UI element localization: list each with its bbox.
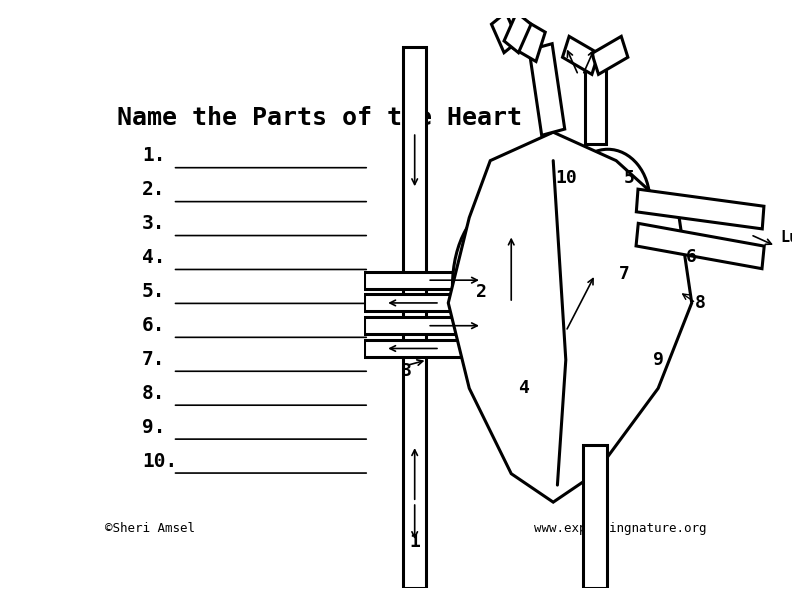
Polygon shape [529, 43, 565, 135]
Text: 5.: 5. [142, 282, 166, 301]
Polygon shape [364, 272, 499, 289]
Text: 9: 9 [653, 351, 664, 369]
Text: 7: 7 [619, 266, 630, 283]
Text: 3: 3 [401, 362, 412, 380]
Text: 5: 5 [623, 169, 634, 187]
Polygon shape [364, 294, 499, 312]
Polygon shape [636, 189, 764, 229]
Text: 1.: 1. [142, 146, 166, 165]
Polygon shape [507, 15, 545, 61]
Text: 7.: 7. [142, 350, 166, 369]
Text: 4.: 4. [142, 248, 166, 267]
Text: 8: 8 [695, 294, 706, 312]
Text: 8.: 8. [142, 384, 166, 403]
Text: 2.: 2. [142, 181, 166, 200]
Polygon shape [584, 446, 607, 588]
Polygon shape [636, 223, 764, 269]
Polygon shape [448, 132, 691, 502]
Text: 10: 10 [555, 169, 577, 187]
Ellipse shape [452, 206, 545, 365]
Polygon shape [492, 12, 519, 53]
Polygon shape [592, 36, 628, 74]
Text: Lungs: Lungs [780, 230, 792, 245]
Text: www.exploringnature.org: www.exploringnature.org [534, 522, 706, 536]
Text: Name the Parts of the Heart: Name the Parts of the Heart [117, 106, 523, 130]
Text: ©Sheri Amsel: ©Sheri Amsel [105, 522, 195, 536]
Text: 4: 4 [519, 379, 529, 397]
Text: 3.: 3. [142, 214, 166, 233]
Text: 10.: 10. [142, 452, 177, 471]
Text: 6: 6 [687, 248, 697, 266]
Text: 1: 1 [409, 533, 420, 551]
Polygon shape [562, 36, 599, 74]
Polygon shape [584, 64, 606, 144]
Text: 9.: 9. [142, 418, 166, 437]
Text: 6.: 6. [142, 316, 166, 335]
Polygon shape [364, 317, 499, 334]
Polygon shape [504, 12, 531, 53]
Polygon shape [364, 340, 499, 357]
Polygon shape [403, 47, 426, 588]
Ellipse shape [565, 149, 649, 252]
Text: 2: 2 [477, 283, 487, 300]
